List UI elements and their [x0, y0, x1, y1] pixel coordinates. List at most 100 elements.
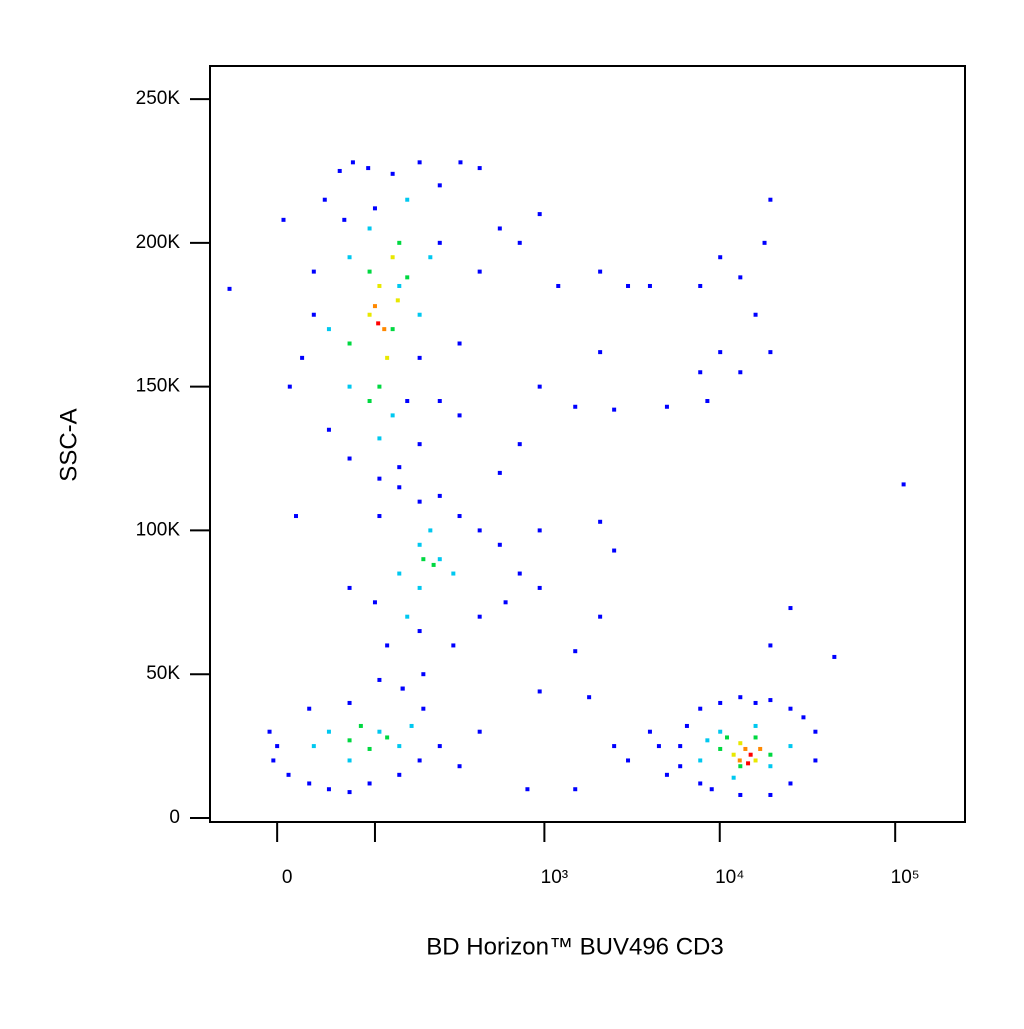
- data-point: [612, 548, 617, 553]
- data-point: [342, 217, 347, 222]
- data-point: [437, 399, 442, 404]
- data-point: [311, 744, 316, 749]
- data-point: [405, 399, 410, 404]
- data-point: [409, 723, 414, 728]
- data-point: [367, 781, 372, 786]
- data-point: [709, 787, 714, 792]
- data-point: [417, 629, 422, 634]
- data-point: [788, 606, 793, 611]
- data-point: [477, 269, 482, 274]
- data-point: [385, 643, 390, 648]
- data-point: [451, 643, 456, 648]
- data-point: [738, 695, 743, 700]
- data-point: [537, 689, 542, 694]
- data-point: [417, 499, 422, 504]
- x-tick-label: 10⁴: [715, 867, 744, 888]
- data-point: [347, 738, 352, 743]
- data-point: [497, 226, 502, 231]
- data-point: [227, 286, 232, 291]
- data-point: [347, 255, 352, 260]
- data-point: [421, 557, 426, 562]
- data-point: [477, 614, 482, 619]
- data-point: [477, 166, 482, 171]
- data-point: [366, 166, 371, 171]
- data-point: [738, 764, 743, 769]
- data-point: [397, 744, 402, 749]
- data-point: [626, 283, 631, 288]
- data-point: [457, 514, 462, 519]
- data-point: [612, 744, 617, 749]
- data-point: [372, 600, 377, 605]
- data-point: [537, 384, 542, 389]
- data-point: [698, 758, 703, 763]
- data-point: [417, 542, 422, 547]
- data-point: [737, 758, 742, 763]
- data-point: [350, 160, 355, 165]
- data-point: [788, 706, 793, 711]
- data-point: [390, 171, 395, 176]
- data-point: [417, 355, 422, 360]
- y-tick-label: 50K: [146, 663, 180, 684]
- data-point: [497, 542, 502, 547]
- data-point: [281, 217, 286, 222]
- data-point: [832, 654, 837, 659]
- data-point: [326, 787, 331, 792]
- data-point: [537, 585, 542, 590]
- data-point: [431, 562, 436, 567]
- data-point: [405, 275, 410, 280]
- data-point: [377, 283, 382, 288]
- data-point: [768, 643, 773, 648]
- data-point: [417, 442, 422, 447]
- data-point: [698, 370, 703, 375]
- data-point: [762, 240, 767, 245]
- data-point: [718, 746, 723, 751]
- data-point: [718, 700, 723, 705]
- x-tick-label: 10³: [541, 867, 568, 888]
- data-point: [457, 764, 462, 769]
- data-point: [664, 404, 669, 409]
- data-point: [451, 571, 456, 576]
- data-point: [400, 686, 405, 691]
- data-point: [367, 269, 372, 274]
- data-point: [598, 519, 603, 524]
- data-point: [684, 723, 689, 728]
- data-point: [437, 744, 442, 749]
- data-point: [788, 781, 793, 786]
- data-point: [390, 413, 395, 418]
- data-point: [385, 355, 390, 360]
- data-point: [397, 465, 402, 470]
- data-point: [612, 407, 617, 412]
- y-tick-label: 150K: [136, 376, 181, 397]
- data-point: [698, 781, 703, 786]
- data-point: [497, 470, 502, 475]
- data-point: [517, 571, 522, 576]
- data-point: [743, 746, 748, 751]
- data-point: [748, 752, 753, 757]
- data-point: [428, 255, 433, 260]
- data-point: [405, 614, 410, 619]
- data-point: [477, 729, 482, 734]
- data-point: [367, 399, 372, 404]
- data-point: [678, 744, 683, 749]
- data-point: [758, 746, 763, 751]
- data-point: [647, 283, 652, 288]
- data-point: [267, 729, 272, 734]
- data-point: [390, 255, 395, 260]
- data-point: [405, 197, 410, 202]
- data-point: [287, 384, 292, 389]
- data-point: [377, 677, 382, 682]
- data-point: [698, 283, 703, 288]
- data-point: [731, 752, 736, 757]
- data-point: [573, 649, 578, 654]
- data-point: [537, 528, 542, 533]
- x-tick-label: 0: [282, 867, 293, 888]
- y-tick-label: 250K: [136, 88, 181, 109]
- data-point: [397, 485, 402, 490]
- data-point: [656, 744, 661, 749]
- data-point: [718, 350, 723, 355]
- data-point: [367, 312, 372, 317]
- data-point: [294, 514, 299, 519]
- data-point: [731, 775, 736, 780]
- data-point: [395, 298, 400, 303]
